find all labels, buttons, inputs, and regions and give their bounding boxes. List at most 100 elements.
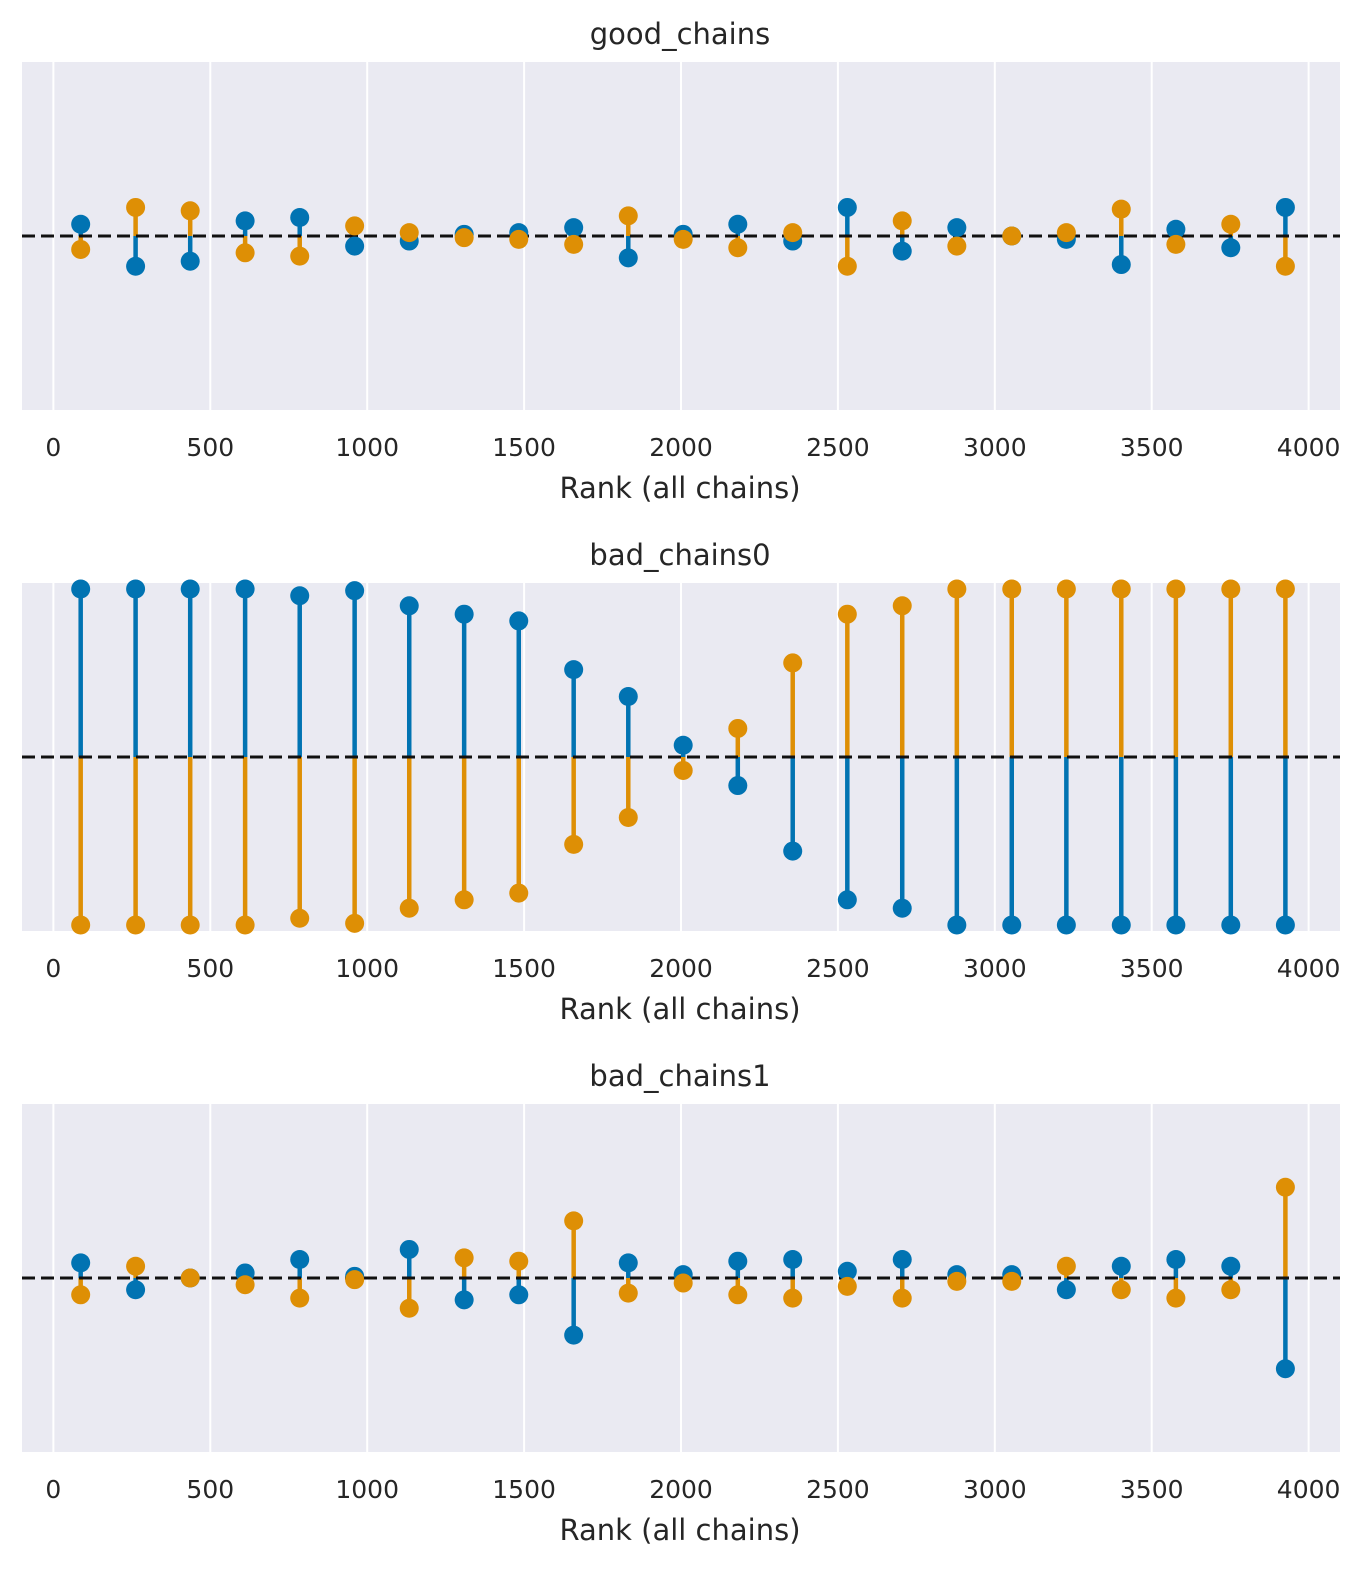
- stem-marker-series-2: [71, 239, 91, 259]
- x-tick-label: 3500: [1120, 1475, 1184, 1504]
- stem-marker-series-1: [947, 915, 967, 935]
- stem-marker-series-2: [837, 256, 857, 276]
- x-tick-label: 1500: [492, 1475, 556, 1504]
- stem-marker-series-1: [235, 579, 255, 599]
- stem-marker-series-1: [290, 208, 310, 228]
- x-tick-label: 0: [45, 1475, 61, 1504]
- stem-marker-series-1: [126, 256, 146, 276]
- stem-marker-series-1: [71, 1253, 91, 1273]
- stem-marker-series-1: [71, 214, 91, 234]
- stem-marker-series-2: [454, 228, 474, 248]
- panel-title: good_chains: [590, 17, 770, 51]
- stem-marker-series-1: [1275, 197, 1295, 217]
- x-tick-label: 500: [186, 1475, 234, 1504]
- stem-marker-series-2: [783, 223, 803, 243]
- x-axis-label: Rank (all chains): [559, 992, 800, 1026]
- stem-marker-series-1: [454, 604, 474, 624]
- x-tick-label: 1500: [492, 954, 556, 983]
- stem-marker-series-1: [180, 251, 200, 271]
- stem-marker-series-2: [1002, 579, 1022, 599]
- stem-marker-series-2: [290, 908, 310, 928]
- x-tick-label: 3500: [1120, 954, 1184, 983]
- x-tick-label: 4000: [1277, 954, 1341, 983]
- stem-marker-series-2: [345, 1270, 365, 1290]
- stem-marker-series-2: [1056, 223, 1076, 243]
- stem-marker-series-2: [618, 1283, 638, 1303]
- stem-marker-series-2: [1111, 1280, 1131, 1300]
- stem-marker-series-2: [1221, 1280, 1241, 1300]
- stem-marker-series-2: [126, 1256, 146, 1276]
- stem-marker-series-2: [454, 890, 474, 910]
- stem-marker-series-2: [1111, 199, 1131, 219]
- stem-marker-series-1: [728, 1251, 748, 1271]
- stem-marker-series-2: [180, 1268, 200, 1288]
- stem-marker-series-1: [1111, 1256, 1131, 1276]
- stem-marker-series-2: [728, 1285, 748, 1305]
- stem-marker-series-2: [1275, 256, 1295, 276]
- stem-marker-series-1: [783, 1250, 803, 1270]
- x-tick-label: 4000: [1277, 1475, 1341, 1504]
- stem-marker-series-2: [399, 1298, 419, 1318]
- stem-marker-series-1: [180, 579, 200, 599]
- stem-marker-series-2: [509, 883, 529, 903]
- x-tick-label: 1000: [335, 433, 399, 462]
- stem-marker-series-2: [399, 223, 419, 243]
- stem-marker-series-2: [837, 604, 857, 624]
- stem-marker-series-2: [728, 238, 748, 258]
- stem-marker-series-2: [1056, 1256, 1076, 1276]
- x-tick-label: 0: [45, 954, 61, 983]
- stem-marker-series-1: [837, 197, 857, 217]
- x-tick-label: 3000: [963, 433, 1027, 462]
- x-axis-label: Rank (all chains): [559, 471, 800, 505]
- stem-marker-series-2: [783, 1288, 803, 1308]
- stem-marker-series-1: [892, 898, 912, 918]
- stem-marker-series-1: [345, 581, 365, 601]
- stem-marker-series-2: [892, 596, 912, 616]
- x-tick-label: 4000: [1277, 433, 1341, 462]
- stem-marker-series-2: [1275, 1177, 1295, 1197]
- stem-marker-series-1: [837, 890, 857, 910]
- stem-marker-series-2: [126, 197, 146, 217]
- stem-marker-series-2: [564, 234, 584, 254]
- stem-marker-series-1: [1275, 1359, 1295, 1379]
- stem-marker-series-2: [728, 718, 748, 738]
- stem-marker-series-1: [673, 735, 693, 755]
- x-tick-label: 2000: [649, 954, 713, 983]
- stem-marker-series-1: [564, 218, 584, 238]
- stem-marker-series-1: [947, 218, 967, 238]
- stem-marker-series-1: [618, 1253, 638, 1273]
- x-tick-label: 0: [45, 433, 61, 462]
- stem-marker-series-1: [1111, 255, 1131, 275]
- stem-marker-series-1: [1166, 219, 1186, 239]
- stem-marker-series-2: [947, 1271, 967, 1291]
- stem-marker-series-2: [618, 807, 638, 827]
- stem-marker-series-1: [728, 214, 748, 234]
- stem-marker-series-1: [1221, 915, 1241, 935]
- stem-marker-series-1: [399, 1239, 419, 1259]
- stem-marker-series-1: [509, 1285, 529, 1305]
- stem-marker-series-2: [235, 243, 255, 263]
- stem-marker-series-2: [1002, 226, 1022, 246]
- stem-marker-series-2: [71, 1285, 91, 1305]
- stem-marker-series-2: [345, 913, 365, 933]
- stem-marker-series-2: [1221, 214, 1241, 234]
- x-tick-label: 2500: [806, 1475, 870, 1504]
- stem-marker-series-1: [1221, 1256, 1241, 1276]
- stem-marker-series-2: [564, 834, 584, 854]
- stem-marker-series-1: [71, 579, 91, 599]
- stem-marker-series-2: [1166, 234, 1186, 254]
- panel-title: bad_chains0: [589, 538, 770, 572]
- stem-marker-series-2: [783, 653, 803, 673]
- stem-marker-series-1: [837, 1261, 857, 1281]
- stem-marker-series-2: [564, 1211, 584, 1231]
- x-tick-label: 1500: [492, 433, 556, 462]
- stem-marker-series-2: [235, 915, 255, 935]
- stem-marker-series-1: [1166, 1250, 1186, 1270]
- x-tick-label: 3500: [1120, 433, 1184, 462]
- stem-marker-series-2: [947, 236, 967, 256]
- stem-marker-series-1: [618, 248, 638, 268]
- stem-marker-series-2: [1275, 579, 1295, 599]
- stem-marker-series-1: [783, 841, 803, 861]
- panel-good-chains: good_chains 0 500 1000 1500 2000 2500 3000 3500…: [22, 17, 1340, 505]
- stem-marker-series-2: [290, 1288, 310, 1308]
